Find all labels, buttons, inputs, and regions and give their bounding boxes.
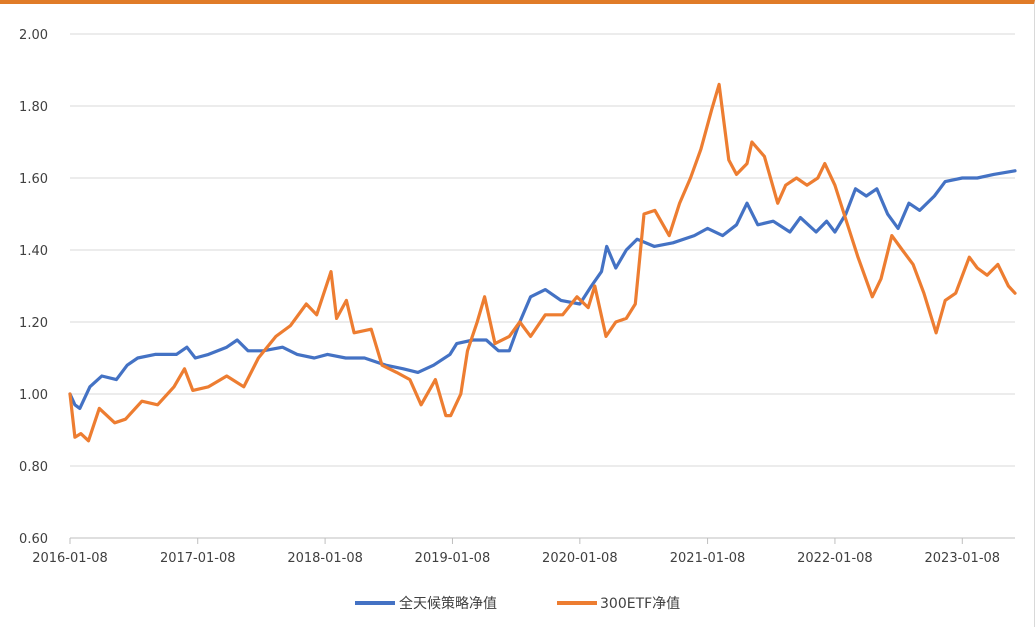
y-tick-label: 1.40 [19, 244, 48, 259]
line-chart: 0.60 0.80 1.00 1.20 1.40 1.60 1.80 2.00 2016-01… [19, 28, 1017, 612]
y-tick-label: 0.80 [19, 460, 48, 475]
x-axis-tick-labels: 2016-01-08 2017-01-08 2018-01-08 2019-01-08… [32, 551, 1000, 566]
series-line-2 [68, 82, 1017, 443]
x-tick-label: 2023-01-08 [925, 551, 1001, 566]
x-tick-label: 2020-01-08 [542, 551, 618, 566]
legend-label-series-2: 300ETF净值 [600, 596, 680, 612]
series-line-1 [68, 169, 1017, 410]
x-tick-label: 2016-01-08 [32, 551, 108, 566]
legend: 全天候策略净值 300ETF净值 [355, 595, 680, 612]
y-tick-label: 1.60 [19, 172, 48, 187]
x-tick-label: 2017-01-08 [160, 551, 236, 566]
y-axis-tick-labels: 0.60 0.80 1.00 1.20 1.40 1.60 1.80 2.00 [19, 28, 48, 547]
x-tick-label: 2021-01-08 [670, 551, 746, 566]
y-tick-label: 2.00 [19, 28, 48, 43]
y-tick-label: 0.60 [19, 532, 48, 547]
y-tick-label: 1.20 [19, 316, 48, 331]
x-tick-label: 2022-01-08 [797, 551, 873, 566]
series-lines [68, 82, 1017, 443]
x-tick-label: 2018-01-08 [287, 551, 363, 566]
y-tick-label: 1.00 [19, 388, 48, 403]
y-tick-label: 1.80 [19, 100, 48, 115]
x-tick-label: 2019-01-08 [415, 551, 491, 566]
legend-label-series-1: 全天候策略净值 [399, 595, 497, 612]
gridlines [69, 33, 1015, 544]
